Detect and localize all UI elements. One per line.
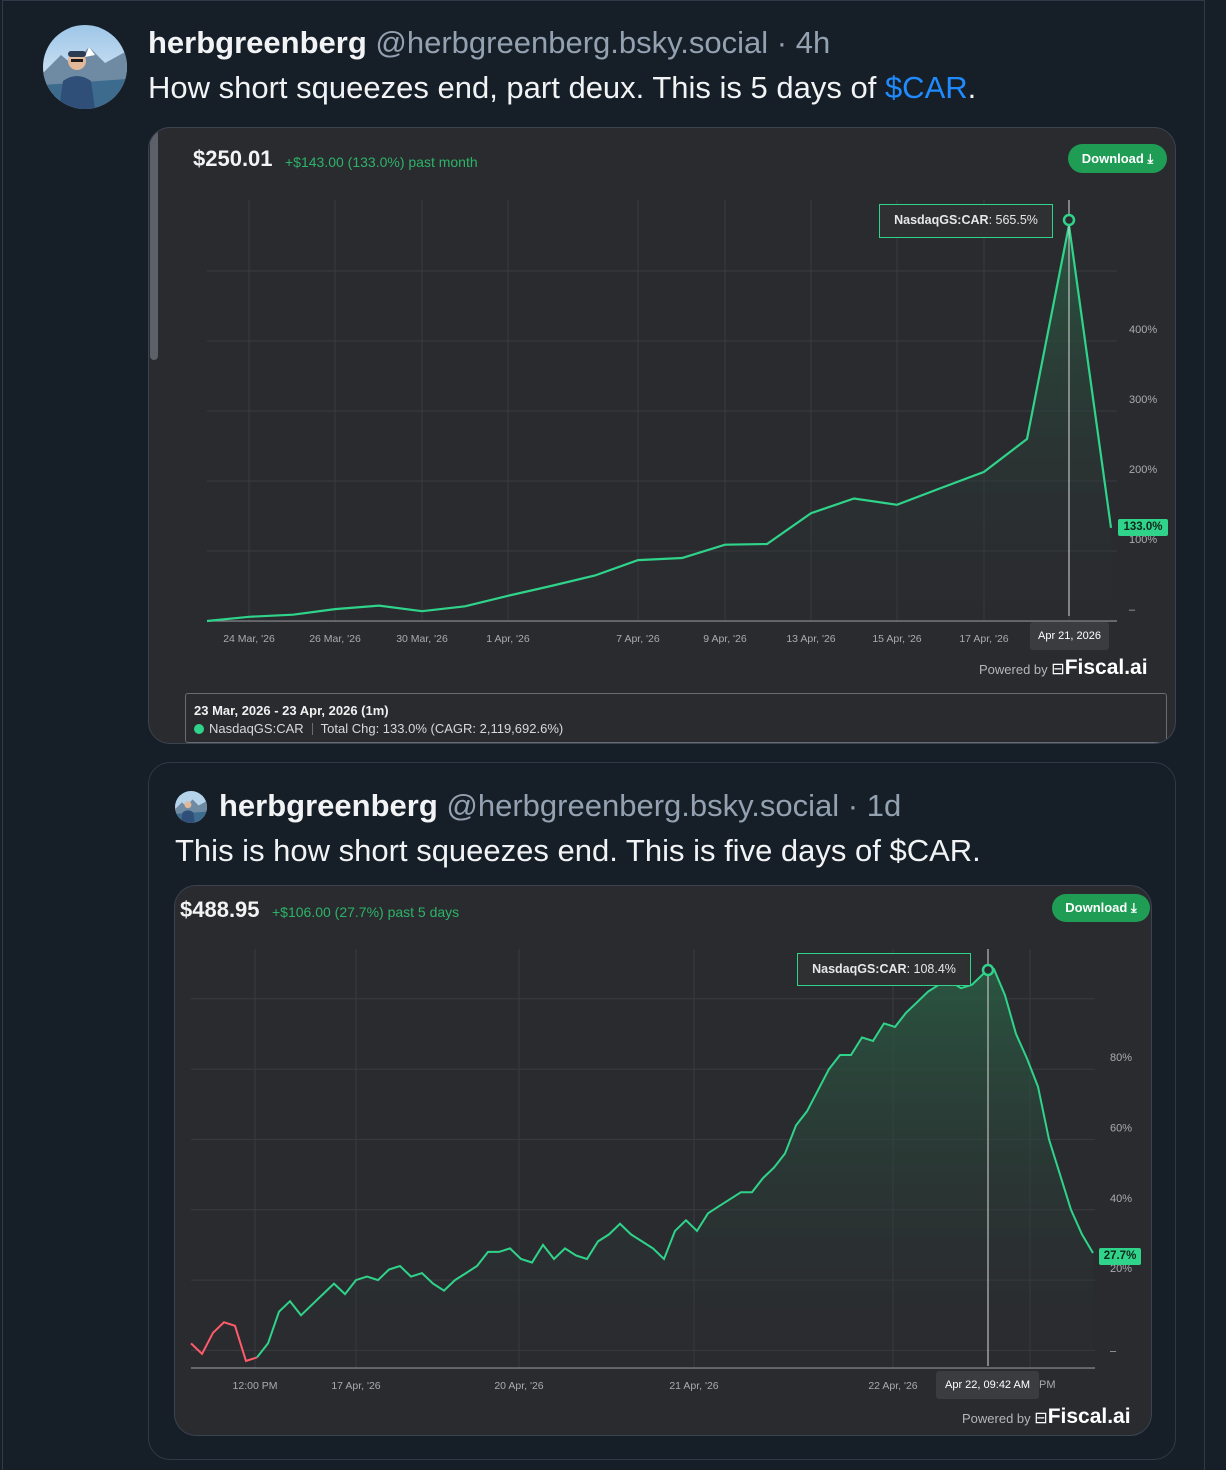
scrollbar-thumb[interactable] xyxy=(150,128,158,360)
quoted-avatar[interactable] xyxy=(175,791,207,823)
powered-by: Powered by ⊟Fiscal.ai xyxy=(979,656,1148,680)
post-text: How short squeezes end, part deux. This … xyxy=(148,69,976,107)
y-tick-label: 100% xyxy=(1129,534,1157,546)
x-tick-label: 17 Apr, '26 xyxy=(959,633,1008,645)
tooltip-symbol-2: NasdaqGS:CAR xyxy=(812,962,907,976)
y-tick-label: 60% xyxy=(1110,1122,1132,1134)
quoted-author-handle[interactable]: @herbgreenberg.bsky.social xyxy=(446,788,840,823)
avatar[interactable] xyxy=(43,25,127,109)
x-tick-label: 24 Mar, '26 xyxy=(223,633,275,645)
chart-image-2[interactable]: $488.95 +$106.00 (27.7%) past 5 days Dow… xyxy=(174,885,1152,1436)
x-tick-label: 22 Apr, '26 xyxy=(868,1380,917,1392)
negative-segment xyxy=(190,1321,258,1363)
chart-2-svg: 12:00 PM 17 Apr, '26 20 Apr, '26 21 Apr, '2… xyxy=(190,949,1132,1392)
author-name[interactable]: herbgreenberg xyxy=(148,25,367,60)
x-tick-label: 30 Mar, '26 xyxy=(396,633,448,645)
tick-tail: PM xyxy=(1039,1379,1056,1391)
tooltip-value-2: : 108.4% xyxy=(906,962,956,976)
price: $250.01 xyxy=(193,146,273,171)
y-tick-label: 400% xyxy=(1129,324,1157,336)
quoted-time[interactable]: · 1d xyxy=(839,788,902,823)
y-tick-label: 300% xyxy=(1129,394,1157,406)
powered-by-2: Powered by ⊟Fiscal.ai xyxy=(962,1405,1131,1429)
legend-total: Total Chg: 133.0% (CAGR: 2,119,692.6%) xyxy=(320,721,564,736)
quoted-text: This is how short squeezes end. This is … xyxy=(175,833,981,868)
download-icon: ⤓ xyxy=(1147,151,1154,166)
x-tick-label: 7 Apr, '26 xyxy=(616,633,660,645)
legend-series: NasdaqGS:CAR Total Chg: 133.0% (CAGR: 2,1… xyxy=(194,721,563,736)
x-tick-label: 21 Apr, '26 xyxy=(669,1380,718,1392)
quoted-header: herbgreenberg @herbgreenberg.bsky.social… xyxy=(219,788,901,824)
y-tick-label: – xyxy=(1110,1345,1117,1357)
tooltip-2: NasdaqGS:CAR: 108.4% xyxy=(797,953,971,986)
download-label: Download xyxy=(1081,151,1144,166)
author-handle[interactable]: @herbgreenberg.bsky.social xyxy=(375,25,769,60)
area-fill xyxy=(207,225,1111,621)
powered-by-text: Powered by xyxy=(979,662,1048,677)
cursor-date-2: Apr 22, 09:42 AM xyxy=(936,1371,1039,1399)
tooltip-symbol: NasdaqGS:CAR xyxy=(894,213,989,227)
quoted-post[interactable]: herbgreenberg @herbgreenberg.bsky.social… xyxy=(148,762,1176,1460)
legend-symbol: NasdaqGS:CAR xyxy=(209,721,304,736)
y-tick-label: 40% xyxy=(1110,1193,1132,1205)
x-tick-label: 9 Apr, '26 xyxy=(703,633,747,645)
x-tick-label: 20 Apr, '26 xyxy=(494,1380,543,1392)
brand-name-2: Fiscal.ai xyxy=(1047,1405,1131,1428)
x-tick-label: 15 Apr, '26 xyxy=(872,633,921,645)
price-change: +$143.00 (133.0%) past month xyxy=(285,154,478,170)
download-button-2[interactable]: Download ⤓ xyxy=(1052,894,1150,922)
cursor-date: Apr 21, 2026 xyxy=(1030,622,1109,650)
last-value-label: 133.0% xyxy=(1118,519,1168,536)
price-change-2: +$106.00 (27.7%) past 5 days xyxy=(272,904,460,920)
post-text-main: How short squeezes end, part deux. This … xyxy=(148,70,885,105)
chart-image-1[interactable]: $250.01 +$143.00 (133.0%) past month Dow… xyxy=(148,127,1176,744)
quoted-author-name[interactable]: herbgreenberg xyxy=(219,788,438,823)
download-button[interactable]: Download ⤓ xyxy=(1068,144,1167,173)
y-tick-label: 200% xyxy=(1129,464,1157,476)
x-tick-label: 12:00 PM xyxy=(233,1380,278,1392)
x-tick-label: 26 Mar, '26 xyxy=(309,633,361,645)
legend-divider xyxy=(311,723,313,735)
chart-1-svg: 24 Mar, '26 26 Mar, '26 30 Mar, '26 1 Apr, … xyxy=(206,200,1157,645)
post-header: herbgreenberg @herbgreenberg.bsky.social… xyxy=(148,25,830,61)
y-tick-label: 20% xyxy=(1110,1263,1132,1275)
legend-range: 23 Mar, 2026 - 23 Apr, 2026 (1m) xyxy=(194,703,389,718)
series-line xyxy=(206,224,1113,623)
tooltip: NasdaqGS:CAR: 565.5% xyxy=(879,204,1053,238)
x-tick-label: 17 Apr, '26 xyxy=(331,1380,380,1392)
powered-by-text-2: Powered by xyxy=(962,1411,1031,1426)
download-label-2: Download xyxy=(1065,900,1128,915)
last-value-label-2: 27.7% xyxy=(1099,1248,1141,1265)
x-tick-label: 13 Apr, '26 xyxy=(786,633,835,645)
area-fill-2 xyxy=(257,969,1093,1368)
download-icon: ⤓ xyxy=(1130,900,1137,915)
fiscal-logo-icon: ⊟ xyxy=(1051,661,1065,678)
fiscal-logo-icon: ⊟ xyxy=(1034,1410,1048,1427)
x-tick-label: 1 Apr, '26 xyxy=(486,633,530,645)
y-tick-label: 80% xyxy=(1110,1052,1132,1064)
series-dot-icon xyxy=(194,724,204,734)
brand-name: Fiscal.ai xyxy=(1064,656,1148,679)
price-2: $488.95 xyxy=(180,897,260,922)
hover-point xyxy=(1062,213,1076,227)
cashtag-link[interactable]: $CAR xyxy=(884,70,968,105)
hover-point-2 xyxy=(981,963,995,977)
tooltip-value: : 565.5% xyxy=(988,213,1038,227)
chart-legend: 23 Mar, 2026 - 23 Apr, 2026 (1m) NasdaqG… xyxy=(185,693,1167,743)
post-time[interactable]: · 4h xyxy=(768,25,831,60)
post-text-end: . xyxy=(967,70,977,105)
y-tick-label: – xyxy=(1129,604,1136,616)
